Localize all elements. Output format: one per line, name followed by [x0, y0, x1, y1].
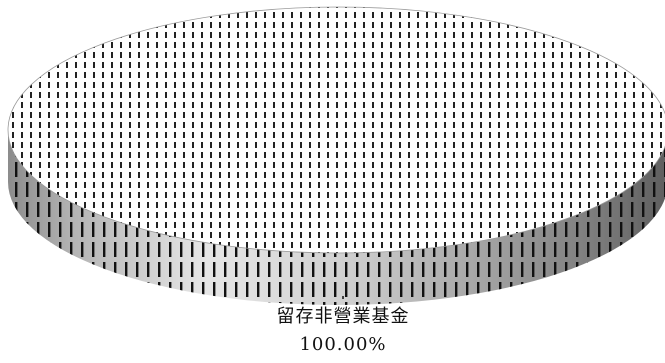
slice-category-label: 留存非營業基金 [277, 306, 410, 327]
pie-slice-side-pattern [8, 130, 665, 305]
pie-slice-0 [7, 6, 665, 305]
pie-slice-top [7, 6, 665, 254]
slice-percent-label: 100.00% [299, 334, 386, 355]
